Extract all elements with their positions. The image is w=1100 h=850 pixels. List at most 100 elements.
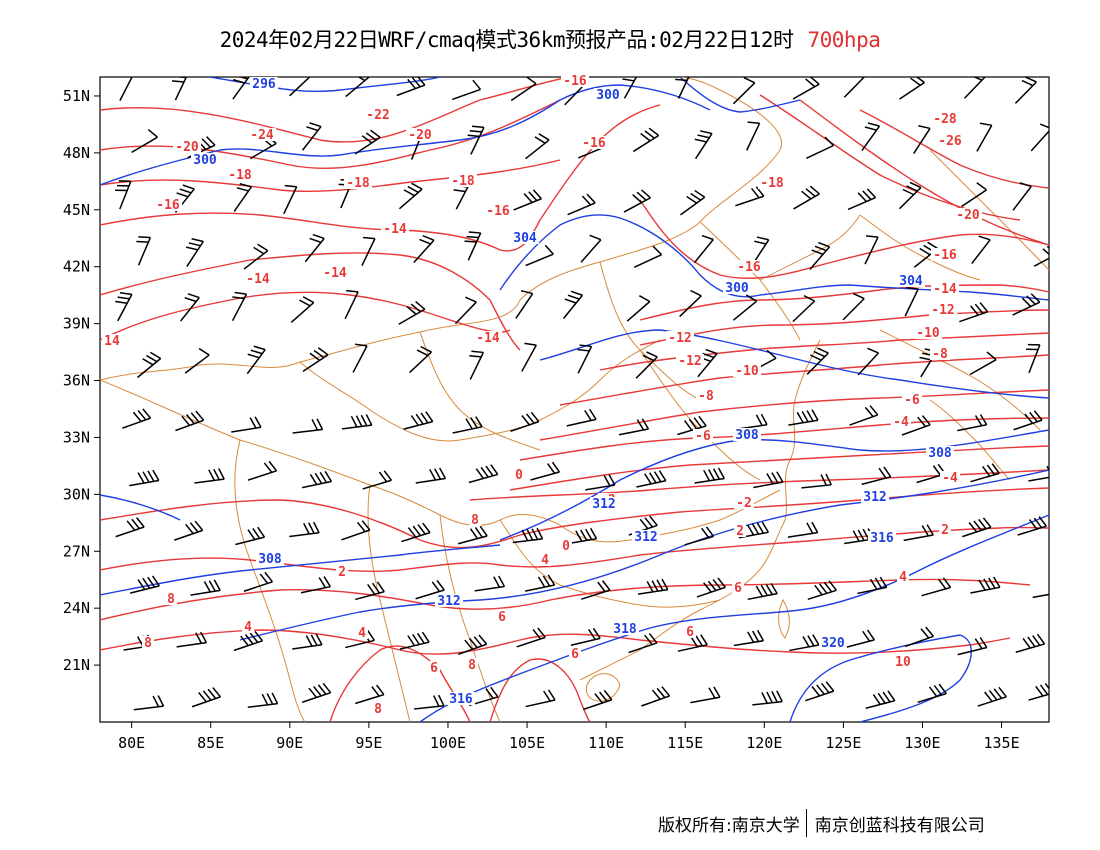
wind-barb	[133, 695, 165, 711]
height-contour	[539, 329, 1049, 399]
isotherm	[639, 199, 1049, 279]
wind-barb	[137, 351, 162, 379]
wind-barb	[515, 289, 534, 319]
isotherm-label-bg	[931, 282, 959, 295]
height-label-bg	[435, 594, 463, 607]
wind-barb	[468, 464, 499, 484]
wind-barb	[977, 686, 1007, 707]
wind-barb	[959, 302, 989, 323]
isotherm-label: -4	[942, 471, 958, 486]
isotherm-label-bg	[914, 326, 942, 339]
wind-barb	[516, 627, 546, 648]
wind-barb	[677, 415, 707, 436]
wind-barb	[806, 347, 829, 375]
lon-tick-label: 100E	[430, 734, 466, 752]
isotherm-label-bg	[364, 108, 392, 121]
wind-barb	[622, 77, 638, 99]
isotherm-label: -20	[175, 140, 199, 155]
wind-barb	[1033, 245, 1049, 267]
height-label-bg	[926, 446, 954, 459]
wind-barb	[243, 243, 269, 270]
isotherm-label: 4	[358, 626, 366, 641]
wind-barb	[921, 577, 952, 597]
isotherm-label-bg	[484, 204, 512, 217]
wind-barb	[344, 289, 359, 320]
isotherm-label: -14	[323, 266, 347, 281]
wind-barb	[452, 416, 483, 434]
height-label-bg	[191, 153, 219, 166]
isotherm-label-bg	[102, 334, 122, 347]
wind-barb	[805, 681, 835, 702]
wind-barb	[454, 296, 477, 325]
isotherm-label-bg	[344, 176, 372, 189]
lon-tick-label: 110E	[588, 734, 624, 752]
isotherm-label: -16	[156, 198, 180, 213]
wind-barb	[581, 580, 611, 600]
wind-barb	[184, 347, 210, 374]
wind-barb	[753, 471, 784, 489]
border-line	[759, 214, 861, 281]
wind-barb	[233, 630, 264, 652]
isotherm	[100, 77, 571, 143]
isotherm-label-bg	[226, 168, 254, 181]
isotherm-label-bg	[936, 134, 964, 147]
copyright-left: 版权所有:南京大学	[658, 815, 800, 836]
wind-barb	[414, 694, 445, 710]
wind-barb	[304, 233, 325, 263]
wind-barb	[512, 527, 544, 544]
borders	[100, 77, 1049, 722]
wind-barb	[680, 189, 706, 216]
isotherm-label: 0	[562, 539, 570, 554]
wind-barb	[857, 347, 880, 376]
border-line	[419, 331, 541, 451]
wind-barb	[903, 524, 934, 542]
wind-barb	[899, 77, 925, 100]
isotherm-label-bg	[939, 523, 951, 536]
wind-barb	[1013, 410, 1043, 431]
wind-barb	[732, 294, 758, 321]
wind-barb	[525, 574, 556, 592]
wind-barb	[917, 683, 947, 704]
wind-barb	[292, 633, 323, 650]
isotherm	[599, 332, 1049, 371]
height-label: 316	[870, 531, 894, 546]
wind-barb	[354, 129, 381, 155]
wind-barb	[174, 520, 204, 541]
wind-barb	[618, 418, 650, 436]
isotherm-label-bg	[561, 74, 589, 87]
wind-barb	[677, 634, 708, 652]
border-line	[100, 77, 783, 381]
isotherm-label: 6	[686, 625, 694, 640]
isotherm-label-bg	[244, 272, 272, 285]
height-label: 308	[735, 428, 759, 443]
height-label: 312	[634, 530, 657, 545]
isotherm-label-bg	[580, 136, 608, 149]
wind-barb	[396, 77, 426, 97]
wind-barb	[913, 124, 931, 154]
border-line	[499, 519, 721, 608]
wind-barb	[641, 686, 671, 707]
wind-barb	[180, 293, 200, 322]
wind-barb	[185, 238, 204, 267]
wind-barb	[733, 629, 765, 647]
border-line	[234, 439, 306, 722]
island-outline	[585, 673, 621, 702]
wind-barb	[1028, 683, 1049, 701]
height-label-bg	[861, 490, 889, 503]
title-level: 700hpa	[807, 28, 881, 52]
lon-tick-label: 135E	[983, 734, 1019, 752]
wind-barb	[694, 467, 725, 484]
lat-tick-label: 48N	[63, 144, 90, 162]
wind-barb	[1026, 343, 1041, 374]
height-label-bg	[868, 531, 896, 544]
isotherm	[469, 469, 1049, 501]
lon-tick-label: 120E	[746, 734, 782, 752]
isotherm	[509, 445, 1049, 491]
isotherm-label-bg	[356, 626, 368, 639]
isotherm-label-bg	[684, 625, 696, 638]
height-label: 312	[437, 594, 460, 609]
wind-barb	[129, 469, 160, 487]
wind-barb	[290, 296, 315, 323]
wind-barb	[632, 127, 660, 153]
isotherm-label: 4	[244, 620, 252, 635]
